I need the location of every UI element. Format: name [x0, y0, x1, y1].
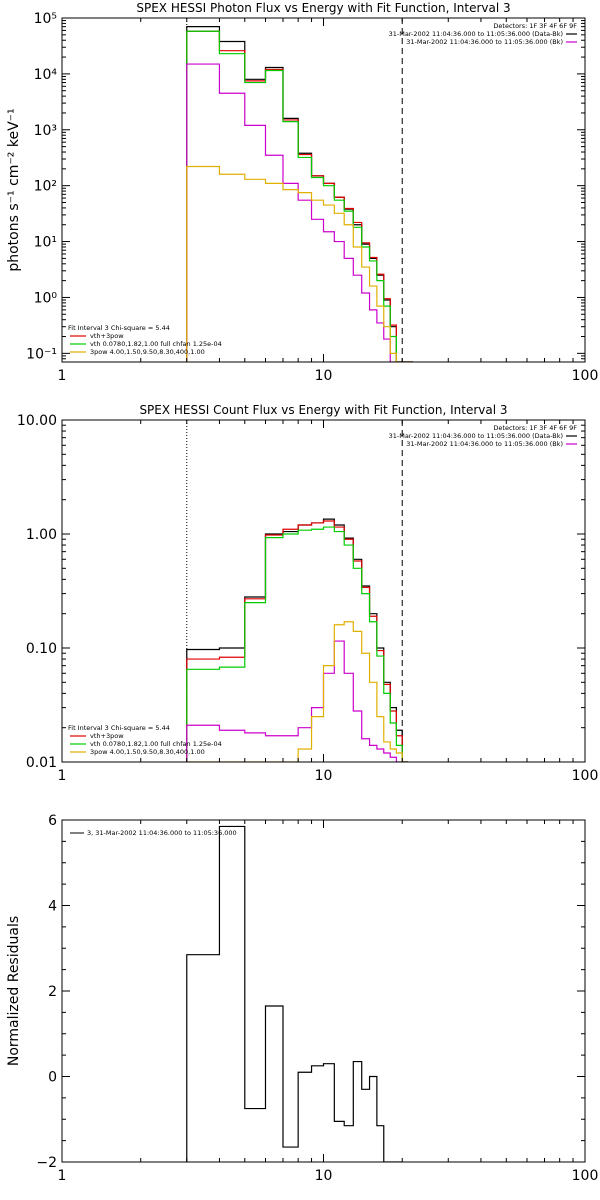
y-tick-label: 0	[48, 1070, 57, 1086]
x-tick-label: 1	[58, 768, 67, 784]
legend-left-entry: vth 0.0780,1.82,1.00 full chfan 1.25e-04	[90, 340, 222, 348]
y-axis-label: Normalized Residuals	[6, 916, 22, 1066]
y-tick-label: 10⁰	[34, 290, 58, 306]
axes-frame	[61, 819, 586, 1163]
y-tick-label: 10²	[34, 179, 57, 195]
legend-right-entry: 31-Mar-2002 11:04:36.000 to 11:05:36.000…	[389, 432, 563, 440]
x-tick-label: 100	[572, 768, 599, 784]
legend-right-entry: Detectors: 1F 3F 4F 6F 9F	[493, 424, 577, 432]
x-tick-label: 10	[315, 768, 333, 784]
y-axis-label: photons s⁻¹ cm⁻² keV⁻¹	[6, 108, 22, 271]
residuals-panel: 1 10 100 −2 0 2 4 6 Normalized Residuals 3, 31-Ma…	[6, 813, 598, 1184]
y-tick-label: 10⁻¹	[26, 346, 57, 362]
series-histogram-2	[186, 30, 414, 362]
count-flux-panel: SPEX HESSI Count Flux vs Energy with Fit…	[17, 403, 598, 784]
legend-right-entry: 31-Mar-2002 11:04:36.000 to 11:05:36.000…	[406, 38, 563, 46]
x-tick-label: 100	[572, 1168, 599, 1184]
x-tick-label: 100	[572, 368, 599, 384]
axes-frame	[61, 17, 586, 363]
plot-area	[186, 18, 414, 362]
legend-left-entry: Fit Interval 3 Chi-square = 5.44	[68, 724, 170, 732]
series-histogram-1	[186, 30, 414, 362]
legend-left-entry: vth 0.0780,1.82,1.00 full chfan 1.25e-04	[90, 740, 222, 748]
series-histogram-0	[186, 825, 403, 1162]
legend-right-entry: 31-Mar-2002 11:04:36.000 to 11:05:36.000…	[389, 30, 563, 38]
legend-left-entry: 3pow 4.00,1.50,9.50,8.30,400,1.00	[90, 748, 205, 756]
series-histogram-4	[186, 165, 414, 362]
y-tick-label: 10⁵	[34, 11, 57, 27]
y-tick-label: 10¹	[34, 235, 57, 251]
legend-entry: 3, 31-Mar-2002 11:04:36.000 to 11:05:36.…	[87, 829, 237, 837]
y-tick-label: 10³	[34, 123, 57, 139]
legend-left-entry: vth+3pow	[90, 732, 124, 740]
y-tick-label: 1.00	[26, 527, 57, 543]
y-tick-label: −2	[36, 1155, 57, 1171]
y-tick-label: 0.01	[26, 755, 57, 771]
series-histogram-3	[186, 63, 414, 362]
chart-title: SPEX HESSI Photon Flux vs Energy with Fi…	[136, 1, 510, 15]
y-tick-label: 2	[48, 984, 57, 1000]
legend-right-entry: 31-Mar-2002 11:04:36.000 to 11:05:36.000…	[406, 440, 563, 448]
x-tick-label: 10	[315, 368, 333, 384]
chart-title: SPEX HESSI Count Flux vs Energy with Fit…	[139, 403, 507, 417]
plot-area	[186, 420, 408, 762]
series-histogram-0	[186, 26, 414, 362]
legend-left-entry: 3pow 4.00,1.50,9.50,8.30,400,1.00	[90, 348, 205, 356]
y-tick-label: 10.00	[17, 413, 57, 429]
x-tick-label: 1	[58, 1168, 67, 1184]
x-tick-label: 10	[315, 1168, 333, 1184]
legend-left-entry: vth+3pow	[90, 332, 124, 340]
series-histogram-2	[186, 526, 408, 762]
legend-right-entry: Detectors: 1F 3F 4F 6F 9F	[493, 22, 577, 30]
photon-flux-panel: SPEX HESSI Photon Flux vs Energy with Fi…	[6, 1, 598, 384]
y-tick-label: 4	[48, 899, 57, 915]
y-tick-label: 10⁴	[34, 67, 58, 83]
series-histogram-3	[186, 640, 408, 762]
legend-left-entry: Fit Interval 3 Chi-square = 5.44	[68, 324, 170, 332]
y-tick-label: 6	[48, 813, 57, 829]
x-tick-label: 1	[58, 368, 67, 384]
plot-area	[186, 825, 403, 1162]
y-tick-label: 0.10	[26, 641, 57, 657]
